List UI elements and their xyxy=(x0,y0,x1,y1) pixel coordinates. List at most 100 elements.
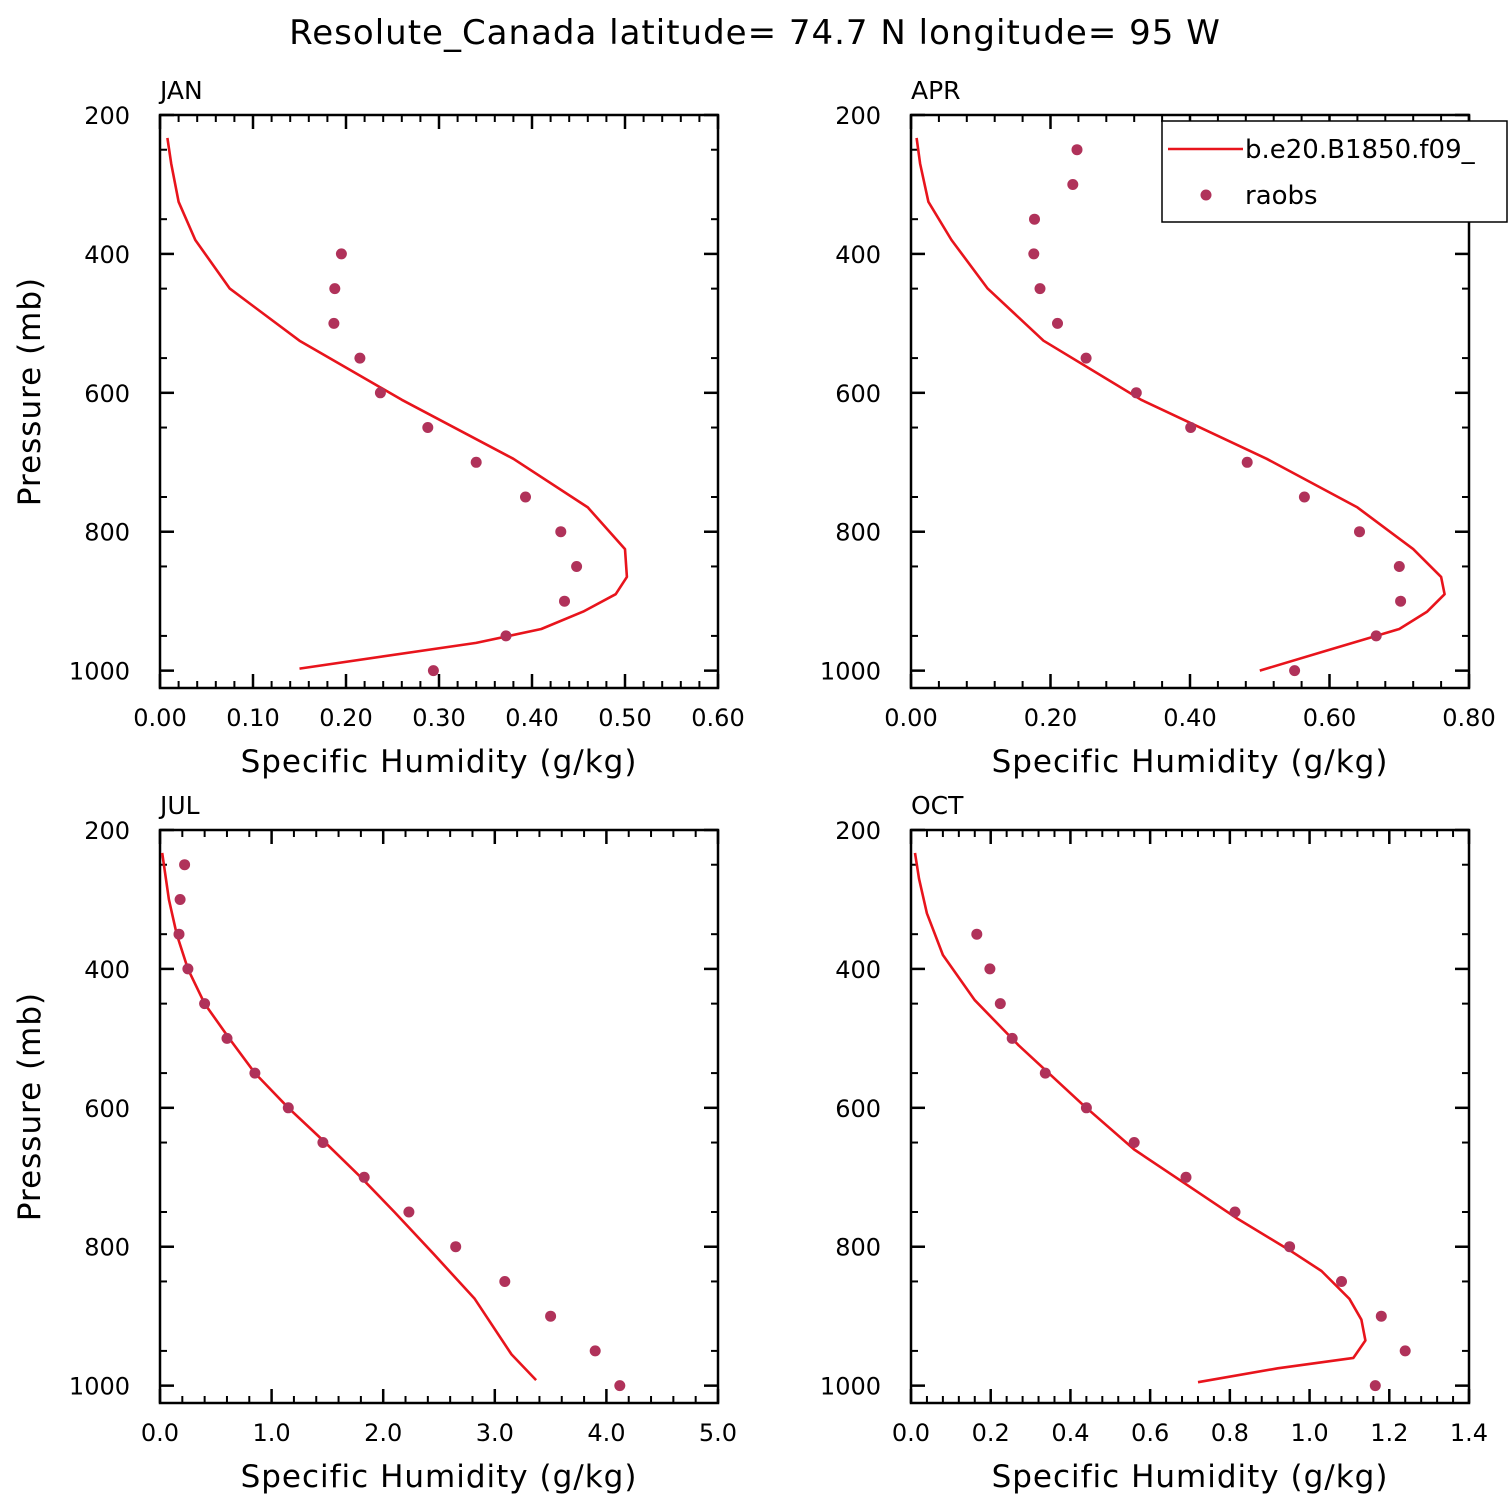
raobs-point xyxy=(470,456,482,468)
raobs-point xyxy=(328,317,340,329)
raobs-point xyxy=(520,491,531,503)
x-axis-label: Specific Humidity (g/kg) xyxy=(992,744,1389,780)
x-axis-label: Specific Humidity (g/kg) xyxy=(992,1459,1389,1495)
y-tick-label: 800 xyxy=(835,1234,881,1262)
y-tick-label: 800 xyxy=(84,519,130,547)
raobs-point xyxy=(374,387,386,399)
x-tick-label: 0.20 xyxy=(319,704,372,732)
raobs-point xyxy=(500,630,512,642)
legend-dot-swatch xyxy=(1200,189,1212,201)
raobs-point xyxy=(1128,1137,1140,1148)
raobs-point xyxy=(1336,1276,1347,1287)
raobs-point xyxy=(173,928,185,940)
x-tick-label: 0.6 xyxy=(1131,1419,1169,1447)
y-tick-label: 1000 xyxy=(69,658,130,686)
y-tick-label: 600 xyxy=(84,380,130,408)
panel-label: OCT xyxy=(911,791,964,820)
raobs-point xyxy=(1180,1171,1192,1183)
y-tick-label: 1000 xyxy=(820,658,881,686)
y-tick-label: 800 xyxy=(835,519,881,547)
raobs-point xyxy=(282,1102,294,1114)
raobs-point xyxy=(571,561,583,572)
y-tick-label: 400 xyxy=(84,956,130,984)
plot-frame xyxy=(909,828,1471,1405)
y-tick-label: 400 xyxy=(84,241,130,269)
raobs-point xyxy=(1034,283,1046,295)
x-tick-label: 0.0 xyxy=(892,1419,930,1447)
y-tick-label: 1000 xyxy=(820,1373,881,1401)
legend-model-label: b.e20.B1850.f09_ xyxy=(1245,135,1476,165)
raobs-point xyxy=(499,1276,511,1287)
x-tick-label: 1.2 xyxy=(1370,1419,1408,1447)
raobs-point xyxy=(589,1345,601,1357)
x-tick-label: 0.8 xyxy=(1211,1419,1249,1447)
raobs-point xyxy=(1369,1380,1381,1392)
raobs-point xyxy=(335,248,347,260)
x-tick-label: 0.2 xyxy=(972,1419,1010,1447)
raobs-point xyxy=(427,665,439,677)
raobs-point xyxy=(555,526,567,538)
panel-label: JUL xyxy=(158,791,200,820)
raobs-point xyxy=(1006,1032,1018,1044)
plot-frame xyxy=(158,828,720,1405)
raobs-point xyxy=(182,963,194,975)
x-tick-label: 0.40 xyxy=(1163,704,1216,732)
x-tick-label: 1.0 xyxy=(253,1419,291,1447)
raobs-point xyxy=(174,894,186,905)
raobs-point xyxy=(1080,352,1092,364)
x-tick-label: 3.0 xyxy=(476,1419,514,1447)
raobs-point xyxy=(249,1067,261,1079)
raobs-point xyxy=(1370,630,1382,642)
raobs-point xyxy=(1395,595,1407,607)
model-line xyxy=(160,852,538,1381)
x-tick-label: 2.0 xyxy=(364,1419,402,1447)
y-tick-label: 400 xyxy=(835,241,881,269)
raobs-point xyxy=(994,998,1006,1010)
raobs-point xyxy=(1052,317,1063,329)
x-tick-label: 5.0 xyxy=(699,1419,737,1447)
y-tick-label: 1000 xyxy=(69,1373,130,1401)
raobs-point xyxy=(403,1206,415,1218)
raobs-point xyxy=(1185,422,1197,433)
raobs-point xyxy=(559,595,570,607)
raobs-point xyxy=(1289,665,1301,677)
y-tick-label: 200 xyxy=(835,817,881,845)
y-tick-label: 200 xyxy=(84,817,130,845)
x-tick-label: 0.60 xyxy=(691,704,744,732)
y-tick-label: 600 xyxy=(835,1095,881,1123)
raobs-point xyxy=(1399,1345,1411,1357)
raobs-point xyxy=(1354,526,1365,538)
raobs-point xyxy=(179,859,191,871)
raobs-point xyxy=(1375,1310,1387,1322)
panel-label: JAN xyxy=(158,76,203,105)
x-tick-label: 0.10 xyxy=(226,704,279,732)
x-tick-label: 0.20 xyxy=(1024,704,1077,732)
legend: b.e20.B1850.f09_raobs xyxy=(1161,120,1508,223)
panels: 0.00 0.10 0.20 0.30 0.40 0.50 0.60 200 400 600 800… xyxy=(12,76,1508,1495)
y-tick-label: 600 xyxy=(835,380,881,408)
raobs-point xyxy=(1067,179,1079,190)
x-tick-label: 0.30 xyxy=(412,704,465,732)
x-axis-label: Specific Humidity (g/kg) xyxy=(241,744,638,780)
x-tick-label: 0.40 xyxy=(505,704,558,732)
x-axis-label: Specific Humidity (g/kg) xyxy=(241,1459,638,1495)
x-tick-label: 0.00 xyxy=(884,704,937,732)
raobs-point xyxy=(1393,561,1405,572)
raobs-point xyxy=(221,1032,233,1044)
chart-panel-apr: 0.00 0.20 0.40 0.60 0.80 200 400 600 800 1000 APR S… xyxy=(820,76,1508,780)
x-tick-label: 0.80 xyxy=(1442,704,1495,732)
plot-frame xyxy=(158,113,720,690)
raobs-point xyxy=(422,422,434,433)
raobs-point xyxy=(1130,387,1142,399)
chart-panel-jan: 0.00 0.10 0.20 0.30 0.40 0.50 0.60 200 400 600 800… xyxy=(12,76,745,780)
figure-title: Resolute_Canada latitude= 74.7 N longitu… xyxy=(289,13,1221,53)
raobs-point xyxy=(450,1241,462,1253)
x-tick-label: 4.0 xyxy=(587,1419,625,1447)
model-line xyxy=(915,137,1446,672)
raobs-point xyxy=(545,1310,557,1322)
y-tick-label: 800 xyxy=(84,1234,130,1262)
raobs-point xyxy=(971,928,983,940)
y-tick-label: 200 xyxy=(835,102,881,130)
x-tick-label: 0.0 xyxy=(141,1419,179,1447)
